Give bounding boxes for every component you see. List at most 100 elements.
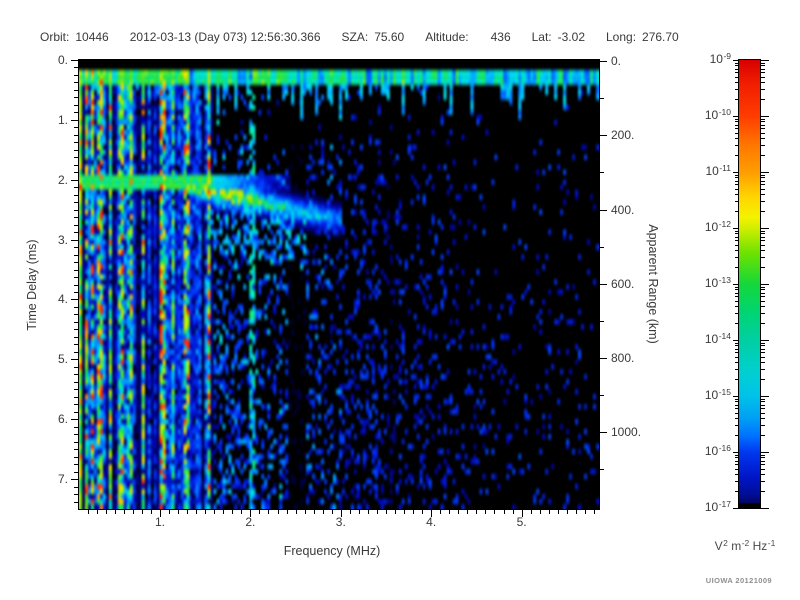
- y-minor-tick: [74, 194, 78, 196]
- x-minor-tick: [232, 510, 234, 514]
- y-minor-tick: [74, 134, 78, 136]
- cb-major-tick-left: [733, 284, 738, 285]
- cb-minor-tick-left: [735, 62, 738, 64]
- cb-minor-tick-left: [735, 188, 738, 190]
- x-minor-tick: [413, 510, 415, 514]
- colorbar-units-label: V2 m-2 Hz-1: [714, 537, 776, 554]
- cb-minor-tick-left: [735, 155, 738, 157]
- cb-major-tick-right: [761, 172, 769, 173]
- y-minor-tick: [74, 157, 78, 159]
- x-minor-tick: [322, 510, 324, 514]
- y-minor-tick: [74, 67, 78, 69]
- y-tick-label: 3.: [57, 232, 68, 247]
- cb-major-tick-left: [733, 452, 738, 453]
- y-minor-tick: [74, 306, 78, 308]
- cb-major-tick-right: [761, 116, 769, 117]
- y2-minor-tick: [600, 320, 604, 322]
- x-minor-tick: [214, 510, 216, 514]
- x-minor-tick: [367, 510, 369, 514]
- cb-minor-tick-left: [735, 250, 738, 252]
- cb-minor-tick-right: [761, 68, 765, 70]
- cb-minor-tick-right: [761, 89, 765, 91]
- y-minor-tick: [74, 471, 78, 473]
- header-field-label: Altitude:: [425, 30, 469, 44]
- cb-minor-tick-right: [761, 323, 765, 325]
- y2-major-tick: [600, 432, 607, 434]
- cb-minor-tick-right: [761, 174, 765, 176]
- x-minor-tick: [105, 510, 107, 514]
- x-minor-tick: [150, 510, 152, 514]
- cb-minor-tick-right: [761, 401, 765, 403]
- cb-minor-tick-right: [761, 233, 765, 235]
- cb-minor-tick-right: [761, 457, 765, 459]
- y2-tick-label: 400.: [611, 202, 635, 217]
- y2-axis-title: Apparent Range (km): [646, 224, 660, 344]
- header-field-value: 10446: [75, 30, 109, 44]
- cb-minor-tick-right: [761, 211, 765, 213]
- cb-minor-tick-left: [735, 401, 738, 403]
- cb-minor-tick-left: [735, 121, 738, 123]
- x-minor-tick: [286, 510, 288, 514]
- x-minor-tick: [422, 510, 424, 514]
- cb-minor-tick-right: [761, 398, 765, 400]
- cb-minor-tick-left: [735, 267, 738, 269]
- cb-minor-tick-left: [735, 289, 738, 291]
- x-minor-tick: [376, 510, 378, 514]
- cb-minor-tick-left: [735, 352, 738, 354]
- cb-minor-tick-left: [735, 89, 738, 91]
- cb-minor-tick-left: [735, 481, 738, 483]
- header-field-value: 2012-03-13 (Day 073) 12:56:30.366: [129, 30, 321, 44]
- y2-major-tick: [600, 358, 607, 360]
- cb-minor-tick-right: [761, 128, 765, 130]
- y-minor-tick: [74, 464, 78, 466]
- y-major-tick: [71, 179, 78, 181]
- y-major-tick: [71, 60, 78, 61]
- watermark-credit: UIOWA 20121009: [705, 576, 772, 585]
- x-minor-tick: [494, 510, 496, 514]
- x-tick-label: 4.: [426, 515, 437, 529]
- cb-minor-tick-left: [735, 491, 738, 493]
- x-minor-tick: [566, 510, 568, 514]
- header-field-label: Long:: [606, 30, 637, 44]
- y-axis-title: Time Delay (ms): [25, 239, 39, 331]
- cb-major-tick-left: [733, 340, 738, 341]
- x-tick-label: 1.: [154, 515, 165, 529]
- cb-minor-tick-left: [735, 236, 738, 238]
- cb-minor-tick-left: [735, 184, 738, 186]
- cb-minor-tick-left: [735, 454, 738, 456]
- cb-major-tick-right: [761, 396, 769, 397]
- y-minor-tick: [74, 411, 78, 413]
- header-field-value: 276.70: [642, 30, 679, 44]
- cb-minor-tick-left: [735, 412, 738, 414]
- y-minor-tick: [74, 291, 78, 293]
- y-minor-tick: [74, 217, 78, 219]
- x-tick-label: 3.: [335, 515, 346, 529]
- cb-minor-tick-right: [761, 481, 765, 483]
- y-minor-tick: [74, 127, 78, 129]
- x-minor-tick: [304, 510, 306, 514]
- cb-minor-tick-right: [761, 257, 765, 259]
- header-field-value: 436: [490, 30, 511, 44]
- y2-minor-tick: [600, 246, 604, 248]
- cb-minor-tick-right: [761, 474, 765, 476]
- cb-minor-tick-left: [735, 240, 738, 242]
- cb-minor-tick-left: [735, 124, 738, 126]
- x-minor-tick: [467, 510, 469, 514]
- cb-minor-tick-right: [761, 300, 765, 302]
- x-major-tick: [340, 510, 342, 517]
- cb-minor-tick-right: [761, 306, 765, 308]
- y-minor-tick: [74, 486, 78, 488]
- cb-minor-tick-left: [735, 313, 738, 315]
- y2-major-tick: [600, 135, 607, 137]
- cb-minor-tick-left: [735, 65, 738, 67]
- cb-minor-tick-left: [735, 468, 738, 470]
- x-minor-tick: [395, 510, 397, 514]
- cb-minor-tick-right: [761, 491, 765, 493]
- cb-minor-tick-left: [735, 118, 738, 120]
- x-minor-tick: [241, 510, 243, 514]
- y-minor-tick: [74, 112, 78, 114]
- y-major-tick: [71, 239, 78, 241]
- header-field-label: Lat:: [531, 30, 552, 44]
- cb-minor-tick-left: [735, 398, 738, 400]
- cb-minor-tick-right: [761, 121, 765, 123]
